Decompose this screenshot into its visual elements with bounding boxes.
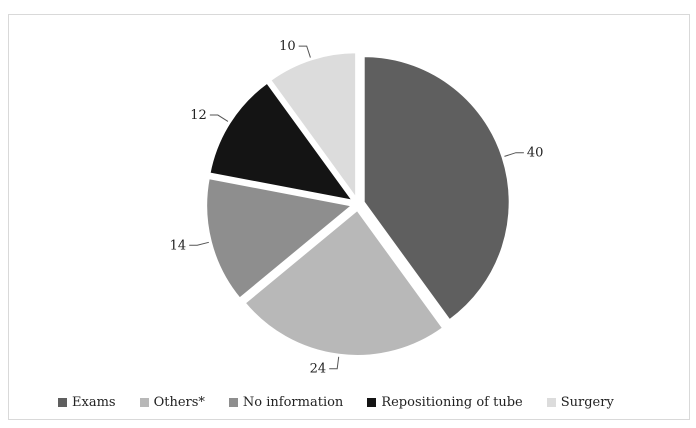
leader-line-surgery — [298, 45, 311, 58]
data-labels: 40 24 14 12 10 — [170, 39, 544, 377]
legend-item-exams: Exams — [58, 395, 116, 410]
leader-line-repositioning-of-tube — [209, 114, 229, 122]
data-label-surgery: 10 — [279, 39, 296, 54]
pie-slice-surgery — [268, 51, 358, 202]
data-label-others: 24 — [310, 362, 327, 377]
legend-swatch-repositioning-of-tube — [367, 397, 377, 407]
legend-label-repositioning-of-tube: Repositioning of tube — [381, 394, 523, 410]
leader-line-exams — [504, 152, 524, 157]
leader-line-others — [329, 356, 340, 370]
legend-swatch-others — [139, 397, 149, 407]
legend-item-surgery: Surgery — [546, 394, 614, 410]
legend-item-no-information: No information — [228, 394, 344, 410]
legend-swatch-no-information — [228, 397, 238, 407]
legend-label-others: Others* — [153, 394, 205, 410]
legend-swatch-exams — [58, 397, 67, 407]
legend-item-repositioning-of-tube: Repositioning of tube — [367, 394, 523, 410]
pie-slice-no-information — [205, 176, 355, 300]
pie-slices — [205, 51, 511, 357]
data-label-no-information: 14 — [170, 238, 187, 253]
pie-slice-others — [243, 208, 445, 357]
data-label-exams: 40 — [527, 146, 544, 161]
data-label-repositioning-of-tube: 12 — [190, 108, 207, 123]
leader-line-no-information — [189, 241, 209, 246]
legend-label-no-information: No information — [242, 394, 344, 410]
legend-item-others: Others* — [139, 394, 205, 410]
legend-swatch-surgery — [546, 397, 556, 407]
legend-label-surgery: Surgery — [560, 394, 614, 410]
pie-slice-repositioning-of-tube — [208, 81, 356, 203]
legend-label-exams: Exams — [72, 394, 116, 410]
legend: Exams Others* No information Repositioning … — [58, 392, 614, 412]
pie-slice-exams — [362, 55, 511, 322]
label-leader-lines — [189, 45, 524, 370]
